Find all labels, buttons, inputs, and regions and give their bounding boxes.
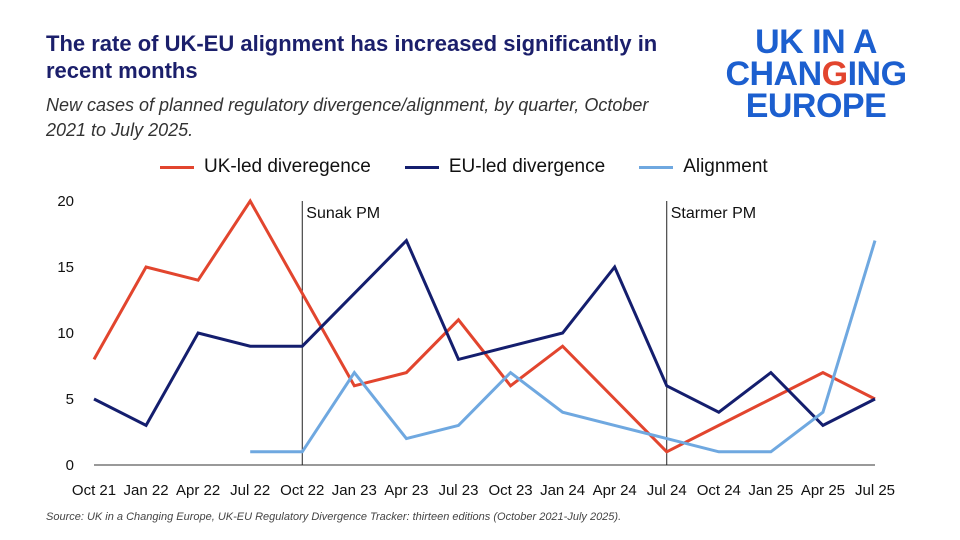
source-note: Source: UK in a Changing Europe, UK-EU R… (46, 511, 622, 523)
legend-swatch-eu-led (404, 165, 439, 169)
chart-subtitle: New cases of planned regulatory divergen… (46, 95, 649, 140)
annotation-label-starmer-pm: Starmer PM (671, 205, 756, 222)
y-tick-label-15: 15 (57, 259, 74, 276)
legend-item-eu-led: EU-led divergence (404, 156, 606, 178)
chart-annotations: Sunak PM Starmer PM (301, 201, 756, 465)
legend-item-uk-led: UK-led diveregence (160, 156, 371, 178)
logo-line-1: UK IN A (755, 23, 877, 61)
legend-item-alignment: Alignment (639, 156, 768, 178)
y-tick-label-10: 10 (57, 325, 74, 342)
x-tick-label-apr-23: Apr 23 (384, 482, 428, 499)
annotation-label-sunak-pm: Sunak PM (306, 205, 380, 222)
x-tick-label-jul-23: Jul 23 (438, 482, 478, 499)
chart-axes: 0 5 10 15 20 Oct 21 Jan 22 Apr 22 Jul 22 Oct 22 Ja… (57, 193, 895, 499)
logo-line-3: EUROPE (745, 87, 887, 125)
chart-series (92, 198, 877, 454)
brand-logo: UK IN A CHANGING EUROPE (712, 23, 920, 125)
series-line-uk-led-diveregence (92, 198, 876, 454)
legend-label-alignment: Alignment (683, 156, 768, 177)
legend-label-eu-led: EU-led divergence (448, 156, 606, 177)
series-line-alignment (250, 240, 877, 454)
legend-swatch-uk-led (160, 165, 194, 169)
legend-label-uk-led: UK-led diveregence (204, 156, 371, 177)
y-tick-label-0: 0 (66, 457, 74, 474)
x-tick-label-jan-25: Jan 25 (748, 482, 793, 499)
x-tick-label-jul-25: Jul 25 (855, 482, 895, 499)
logo-line-2c: ING (847, 55, 907, 93)
y-tick-label-5: 5 (66, 391, 74, 408)
x-tick-label-apr-25: Apr 25 (801, 482, 845, 499)
x-tick-label-apr-24: Apr 24 (593, 482, 637, 499)
x-tick-label-oct-23: Oct 23 (488, 482, 532, 499)
x-tick-label-jan-23: Jan 23 (332, 482, 377, 499)
x-tick-label-jul-22: Jul 22 (230, 482, 270, 499)
legend-swatch-alignment (639, 165, 674, 169)
x-tick-label-jan-22: Jan 22 (124, 482, 169, 499)
x-tick-label-oct-22: Oct 22 (280, 482, 324, 499)
x-tick-label-jul-24: Jul 24 (647, 482, 687, 499)
logo-line-2: CHANGING (712, 55, 920, 93)
x-tick-label-apr-22: Apr 22 (176, 482, 220, 499)
chart-title: The rate of UK-EU alignment has increase… (46, 31, 658, 83)
logo-line-2a: CHAN (725, 55, 822, 93)
x-tick-label-oct-21: Oct 21 (72, 482, 116, 499)
series-line-eu-led-divergence (93, 237, 876, 428)
chart-legend: UK-led diveregence EU-led divergence Ali… (160, 154, 802, 180)
y-tick-label-20: 20 (57, 193, 74, 210)
x-tick-label-jan-24: Jan 24 (540, 482, 585, 499)
logo-line-2b: G (821, 55, 848, 93)
x-tick-label-oct-24: Oct 24 (697, 482, 741, 499)
